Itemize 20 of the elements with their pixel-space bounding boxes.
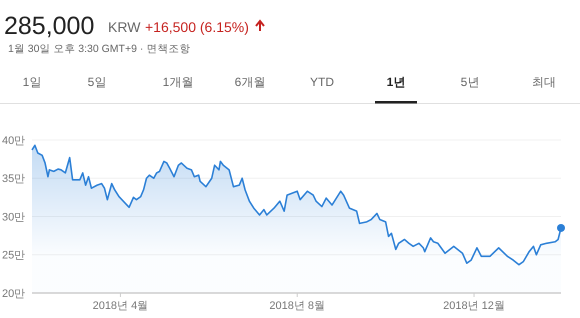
y-tick-label: 25만	[2, 250, 26, 262]
text: 5년	[460, 75, 480, 89]
x-tick-label: 2018년 12월	[443, 300, 505, 312]
text: 1일	[22, 75, 42, 89]
x-tick-label: 2018년 4월	[92, 300, 148, 312]
y-tick-label: 30만	[2, 211, 26, 224]
text: 1년	[386, 75, 406, 89]
y-tick-label: 20만	[2, 288, 26, 300]
text: 1개월	[162, 75, 194, 89]
text: KRW	[108, 19, 142, 35]
text: 최대	[532, 75, 556, 89]
text: 5일	[88, 75, 106, 89]
text: YTD	[310, 75, 334, 89]
text: +16,500 (6.15%)	[145, 19, 249, 35]
x-tick-label: 2018년 8월	[269, 300, 326, 312]
text: 6개월	[234, 75, 266, 89]
chart-title: 285,000	[4, 12, 94, 40]
chart-subtitle: 1월 30일 오후 3:30 GMT+9 · 면책조항	[8, 43, 190, 55]
y-tick-label: 35만	[2, 173, 26, 186]
y-tick-label: 40만	[2, 134, 26, 147]
